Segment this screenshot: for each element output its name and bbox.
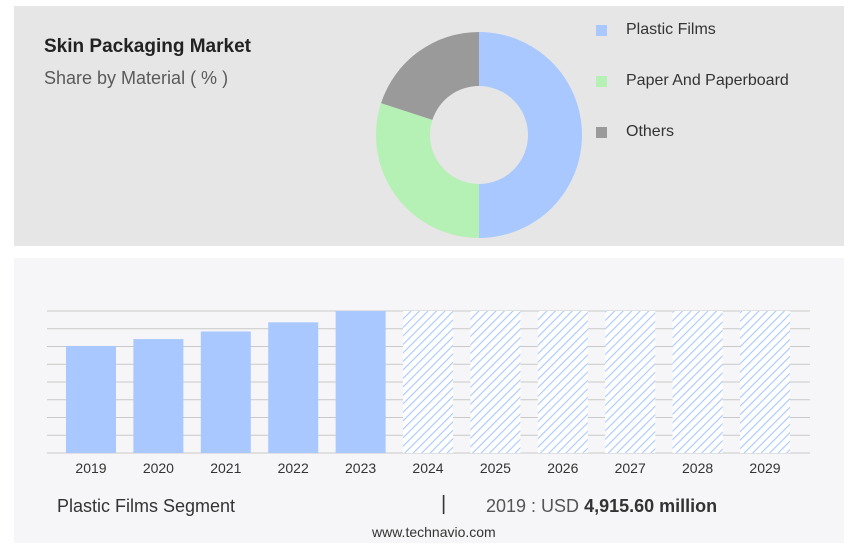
legend-label: Plastic Films — [626, 21, 716, 38]
forecast-bar — [605, 311, 656, 453]
legend-item: Plastic Films — [596, 17, 789, 68]
x-tick-label: 2029 — [749, 460, 780, 476]
bar — [335, 311, 386, 453]
x-tick-label: 2026 — [547, 460, 578, 476]
legend-swatch — [596, 25, 607, 36]
x-tick-label: 2028 — [682, 460, 713, 476]
forecast-bar — [740, 311, 790, 453]
x-tick-label: 2027 — [615, 460, 646, 476]
donut-slice-paper-and-paperboard — [375, 103, 479, 238]
bar — [133, 339, 184, 453]
bar-chart: 2019 2020 2021 2022 2023 2024 2025 2026 2027 2028… — [47, 310, 810, 476]
x-tick-label: 2023 — [345, 460, 376, 476]
bar — [268, 322, 319, 453]
legend-label: Paper And Paperboard — [626, 72, 789, 89]
donut-slice-others — [381, 32, 479, 120]
legend-swatch — [596, 76, 607, 87]
segment-label: Plastic Films Segment — [57, 496, 236, 516]
x-tick-label: 2025 — [480, 460, 511, 476]
legend-label: Others — [626, 123, 675, 140]
footer-divider: | — [441, 493, 447, 515]
chart-title: Skin Packaging Market — [44, 36, 251, 57]
legend-item: Others — [596, 119, 789, 170]
donut-slice-plastic-films — [479, 32, 582, 238]
legend-swatch — [596, 127, 607, 138]
forecast-bar — [537, 311, 588, 453]
x-tick-label: 2021 — [210, 460, 241, 476]
donut-legend: Plastic Films Paper And Paperboard Others — [596, 17, 789, 170]
value-amount: 4,915.60 million — [584, 496, 718, 516]
x-tick-label: 2019 — [75, 460, 106, 476]
x-tick-label: 2024 — [412, 460, 443, 476]
chart-subtitle: Share by Material ( % ) — [44, 68, 229, 88]
donut-chart — [375, 32, 582, 238]
bar — [200, 331, 251, 453]
legend-item: Paper And Paperboard — [596, 68, 789, 119]
forecast-bar — [403, 311, 453, 453]
value-prefix: 2019 : USD — [486, 496, 580, 516]
source-url: www.technavio.com — [372, 524, 496, 540]
x-tick-label: 2020 — [143, 460, 174, 476]
bar — [66, 345, 116, 453]
forecast-bar — [470, 311, 521, 453]
x-tick-label: 2022 — [278, 460, 309, 476]
forecast-bar — [672, 311, 723, 453]
segment-value: 2019 : USD 4,915.60 million — [486, 496, 717, 517]
